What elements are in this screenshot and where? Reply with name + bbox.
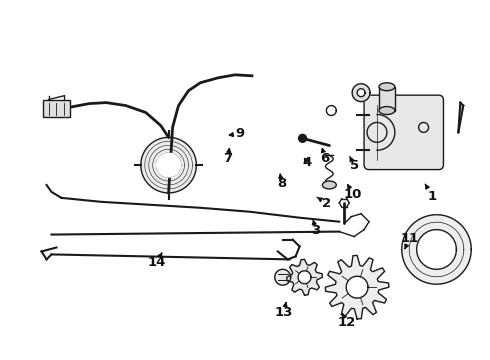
- Polygon shape: [346, 276, 368, 298]
- Bar: [379, 87, 395, 111]
- Polygon shape: [141, 137, 196, 193]
- Text: 13: 13: [275, 302, 293, 319]
- Text: 12: 12: [338, 314, 356, 329]
- Polygon shape: [352, 84, 370, 102]
- Circle shape: [298, 134, 307, 142]
- Text: 9: 9: [229, 127, 245, 140]
- Polygon shape: [157, 153, 180, 177]
- Polygon shape: [287, 260, 322, 295]
- Ellipse shape: [379, 83, 395, 91]
- Polygon shape: [416, 230, 456, 269]
- Polygon shape: [275, 269, 291, 285]
- Text: 5: 5: [350, 156, 359, 172]
- Ellipse shape: [322, 181, 336, 189]
- Text: 6: 6: [320, 148, 330, 165]
- Text: 4: 4: [303, 156, 312, 168]
- Polygon shape: [402, 215, 471, 284]
- Polygon shape: [357, 89, 365, 96]
- Ellipse shape: [379, 107, 395, 114]
- FancyBboxPatch shape: [364, 95, 443, 170]
- Bar: [43, 100, 71, 117]
- Polygon shape: [458, 103, 464, 132]
- Text: 3: 3: [311, 220, 320, 237]
- Text: 14: 14: [147, 253, 166, 269]
- Text: 10: 10: [344, 185, 362, 201]
- Text: 11: 11: [400, 233, 418, 249]
- Polygon shape: [325, 255, 389, 319]
- Text: 8: 8: [277, 174, 286, 190]
- Text: 1: 1: [425, 184, 437, 203]
- Polygon shape: [298, 271, 311, 284]
- Text: 7: 7: [223, 148, 233, 165]
- Text: 2: 2: [317, 197, 331, 210]
